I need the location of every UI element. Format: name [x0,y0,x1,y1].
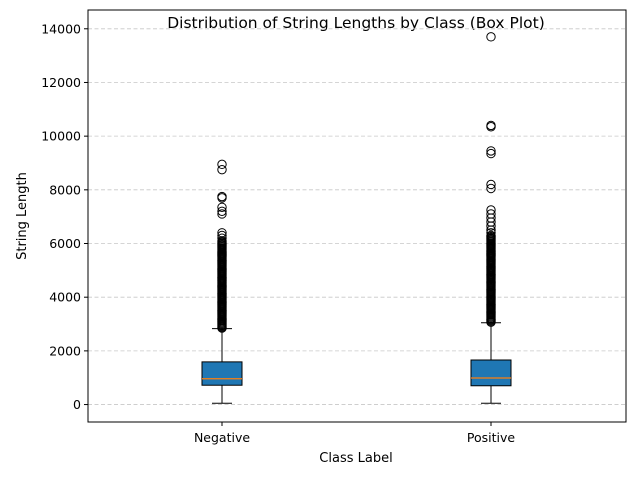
outlier-point [486,148,496,159]
outlier-point [217,233,227,243]
box-positive [470,32,512,404]
y-tick-label: 6000 [49,236,81,251]
outlier-point [217,206,227,217]
outlier-point [486,183,496,194]
y-tick-label: 8000 [49,182,81,197]
y-tick-label: 2000 [49,343,81,358]
x-axis-label: Class Label [319,451,392,466]
plot-frame [87,9,627,423]
outlier-point [486,230,496,241]
y-tick-label: 4000 [49,290,81,305]
outlier-point [217,202,227,212]
y-axis: 0 2000 4000 6000 8000 10000 12000 14000 [41,21,88,412]
y-tick-label: 0 [73,397,81,412]
outlier-point [486,205,496,215]
box-iqr [470,359,512,387]
y-gridlines [88,28,626,405]
outlier-point [217,230,227,241]
outlier-point [486,209,496,219]
plot-area [201,32,512,404]
outlier-point [217,228,227,238]
box-negative [201,159,243,404]
x-tick-label: Negative [194,430,250,445]
y-tick-label: 12000 [41,75,81,90]
outlier-point [486,179,496,190]
x-tick-label: Positive [467,430,515,445]
y-tick-label: 10000 [41,129,81,144]
outlier-point [486,228,496,238]
outlier-point [486,146,496,156]
outlier-point [486,120,496,131]
outlier-point [217,191,227,202]
y-tick-label: 14000 [41,21,81,36]
y-axis-label: String Length [15,172,30,260]
box-iqr [201,361,243,386]
outlier-point [217,159,227,170]
outlier-point [217,209,227,219]
outlier-point [486,32,496,42]
x-axis: Negative Positive [194,422,515,445]
outlier-point [217,165,227,175]
chart-title: Distribution of String Lengths by Class … [167,14,545,32]
